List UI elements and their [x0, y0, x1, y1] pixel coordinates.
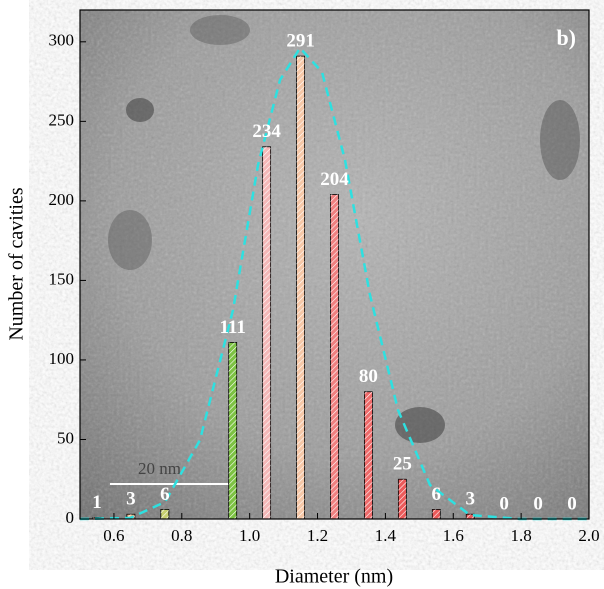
bar-hatch	[466, 514, 475, 519]
y-axis-title: Number of cavities	[6, 187, 28, 340]
value-label: 0	[567, 493, 577, 514]
value-label: 6	[432, 484, 442, 505]
value-label: 6	[160, 484, 170, 505]
x-tick-label: 1.6	[443, 526, 464, 545]
x-tick-label: 0.6	[103, 526, 124, 545]
value-label: 3	[126, 489, 136, 510]
value-label: 204	[320, 169, 349, 190]
y-tick-label: 0	[66, 508, 75, 527]
bar-hatch	[330, 194, 339, 519]
x-tick-label: 2.0	[578, 526, 599, 545]
bar-hatch	[296, 56, 305, 520]
bar-hatch	[262, 146, 271, 519]
x-tick-label: 1.8	[511, 526, 532, 545]
y-tick-label: 150	[49, 269, 75, 288]
scale-bar-label: 20 nm	[138, 459, 181, 478]
y-tick-label: 50	[57, 428, 74, 447]
value-label: 3	[465, 489, 475, 510]
plot-frame	[79, 9, 590, 520]
x-tick-label: 1.2	[307, 526, 328, 545]
bar-hatch	[160, 509, 169, 519]
value-label: 291	[286, 30, 315, 51]
x-tick-label: 1.0	[239, 526, 260, 545]
fit-curve	[79, 45, 589, 521]
value-label: 1	[92, 492, 102, 513]
y-tick-label: 200	[49, 190, 75, 209]
bar-hatch	[364, 391, 373, 519]
bar-hatch	[432, 509, 441, 519]
panel-label: b)	[556, 25, 576, 50]
y-tick-label: 250	[49, 110, 75, 129]
x-tick-label: 0.8	[171, 526, 192, 545]
y-tick-label: 300	[49, 31, 75, 50]
value-label: 0	[499, 493, 509, 514]
value-label: 0	[533, 493, 543, 514]
x-tick-label: 1.4	[375, 526, 397, 545]
value-label: 111	[219, 317, 245, 338]
bar-hatch	[228, 342, 237, 519]
value-label: 80	[359, 366, 378, 387]
bar-hatch	[398, 479, 407, 519]
value-label: 25	[393, 454, 412, 475]
x-axis-title: Diameter (nm)	[275, 566, 393, 588]
value-label: 234	[252, 121, 281, 142]
y-tick-label: 100	[49, 349, 75, 368]
